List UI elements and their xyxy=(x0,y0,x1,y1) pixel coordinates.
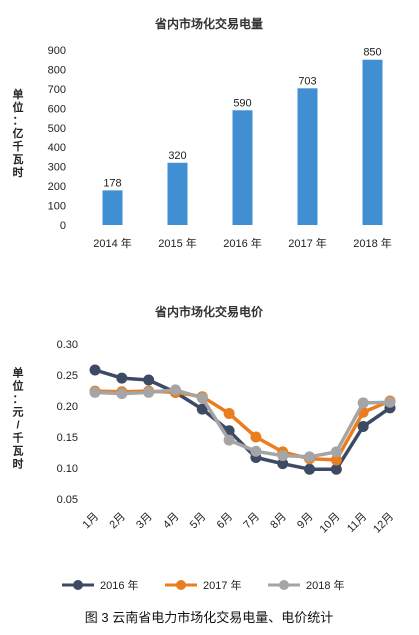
line-y-tick-label: 0.25 xyxy=(57,370,78,382)
bar-y-tick-label: 500 xyxy=(48,123,66,135)
line-y-tick-label: 0.15 xyxy=(57,432,78,444)
bar-chart-y-label-text: 单位：亿千瓦时 xyxy=(13,87,24,179)
series-2016年 xyxy=(89,364,396,475)
bar xyxy=(362,59,383,225)
line-chart-y-ticks: 0.05 0.10 0.15 0.20 0.25 0.30 xyxy=(57,339,78,506)
series-2018年 xyxy=(89,384,396,463)
line-x-tick-label: 10月 xyxy=(318,511,343,536)
series-point xyxy=(357,397,369,409)
bar xyxy=(102,190,123,225)
legend-swatch-marker xyxy=(279,580,289,590)
series-point xyxy=(143,386,155,398)
line-chart-legend: 2016 年 2017 年 2018 年 xyxy=(62,578,345,592)
series-point xyxy=(196,392,208,404)
series-point xyxy=(304,451,316,463)
bar-y-tick-label: 200 xyxy=(48,181,66,193)
legend-item: 2018 年 xyxy=(268,578,345,592)
line-y-tick-label: 0.05 xyxy=(57,494,78,506)
bar-chart-bars xyxy=(102,59,383,225)
series-point xyxy=(116,372,128,384)
series-point xyxy=(250,445,262,457)
bar-chart-y-ticks: 0 100 200 300 400 500 600 700 800 900 xyxy=(48,45,66,232)
series-line xyxy=(94,389,391,462)
bar-y-tick-label: 800 xyxy=(48,64,66,76)
bar-y-tick-label: 900 xyxy=(48,45,66,57)
line-x-tick-label: 5月 xyxy=(188,511,209,532)
line-y-tick-label: 0.20 xyxy=(57,401,78,413)
bar-data-label: 590 xyxy=(233,97,251,109)
series-point xyxy=(384,396,396,408)
legend-item: 2016 年 xyxy=(62,578,139,592)
line-x-tick-label: 8月 xyxy=(268,511,289,532)
bar-data-label: 850 xyxy=(363,47,381,59)
legend-swatch-marker xyxy=(73,580,83,590)
series-point xyxy=(143,374,155,386)
series-point xyxy=(304,463,316,475)
bar-data-label: 178 xyxy=(103,177,121,189)
series-point xyxy=(169,384,181,396)
series-point xyxy=(250,431,262,443)
bar-chart-x-ticks: 2014 年 2015 年 2016 年 2017 年 2018 年 xyxy=(93,236,392,250)
series-point xyxy=(116,388,128,400)
line-x-tick-label: 3月 xyxy=(134,511,155,532)
bar-y-tick-label: 100 xyxy=(48,201,66,213)
line-chart-series xyxy=(89,364,396,475)
bar-y-tick-label: 400 xyxy=(48,142,66,154)
bar-x-tick-label: 2018 年 xyxy=(353,236,392,250)
bar xyxy=(297,88,318,225)
series-point xyxy=(330,463,342,475)
line-y-tick-label: 0.10 xyxy=(57,463,78,475)
bar-chart: 省内市场化交易电量 单位：亿千瓦时 0 100 200 300 400 500 600 700… xyxy=(13,16,392,250)
series-point xyxy=(223,407,235,419)
line-x-tick-label: 12月 xyxy=(371,511,396,536)
figure-caption: 图 3 云南省电力市场化交易电量、电价统计 xyxy=(85,610,333,625)
series-point xyxy=(223,434,235,446)
bar-y-tick-label: 700 xyxy=(48,84,66,96)
series-point xyxy=(330,446,342,458)
legend-item: 2017 年 xyxy=(165,578,242,592)
series-point xyxy=(277,450,289,462)
line-x-tick-label: 2月 xyxy=(107,511,128,532)
bar-y-tick-label: 0 xyxy=(60,220,66,232)
bar-x-tick-label: 2014 年 xyxy=(93,236,132,250)
series-point xyxy=(357,420,369,432)
bar-data-label: 320 xyxy=(168,150,186,162)
bar-chart-title: 省内市场化交易电量 xyxy=(154,16,263,31)
line-chart-y-label: 单位：元/千瓦时 xyxy=(13,366,24,471)
legend-label: 2018 年 xyxy=(306,578,345,592)
line-x-tick-label: 11月 xyxy=(345,511,369,535)
legend-label: 2016 年 xyxy=(100,578,139,592)
series-point xyxy=(89,386,101,398)
bar xyxy=(167,162,188,225)
line-chart-y-label-text: 单位：元/千瓦时 xyxy=(13,366,24,471)
series-point xyxy=(330,454,342,466)
bar-x-tick-label: 2015 年 xyxy=(158,236,197,250)
line-x-tick-label: 4月 xyxy=(161,511,182,532)
series-point xyxy=(196,403,208,415)
bar-chart-y-label: 单位：亿千瓦时 xyxy=(13,87,24,179)
legend-swatch-marker xyxy=(176,580,186,590)
legend-label: 2017 年 xyxy=(203,578,242,592)
line-x-tick-label: 7月 xyxy=(241,511,262,532)
bar-x-tick-label: 2016 年 xyxy=(223,236,262,250)
bar-y-tick-label: 600 xyxy=(48,103,66,115)
bar xyxy=(232,110,253,225)
bar-data-label: 703 xyxy=(298,75,316,87)
series-line xyxy=(94,368,391,471)
bar-y-tick-label: 300 xyxy=(48,162,66,174)
line-chart-x-ticks: 1月 2月 3月 4月 5月 6月 7月 8月 9月 10月 11月 12月 xyxy=(81,511,397,536)
bar-x-tick-label: 2017 年 xyxy=(288,236,327,250)
line-chart-title: 省内市场化交易电价 xyxy=(154,304,264,319)
line-x-tick-label: 1月 xyxy=(81,511,102,532)
line-y-tick-label: 0.30 xyxy=(57,339,78,351)
series-point xyxy=(89,364,101,376)
series-point xyxy=(277,458,289,470)
line-x-tick-label: 9月 xyxy=(295,511,316,532)
line-x-tick-label: 6月 xyxy=(215,511,236,532)
bar-chart-data-labels: 178 320 590 703 850 xyxy=(103,47,381,190)
line-chart: 省内市场化交易电价 单位：元/千瓦时 0.050.100.150.200.250… xyxy=(13,304,397,592)
